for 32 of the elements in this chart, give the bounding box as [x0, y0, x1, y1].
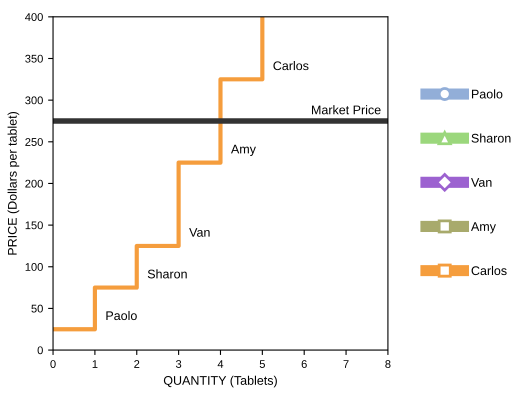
x-tick-label: 0: [50, 360, 56, 368]
y-axis-title: PRICE (Dollars per tablet): [8, 112, 20, 255]
x-tick-label: 6: [302, 360, 307, 368]
annotation: Van: [189, 228, 210, 237]
x-tick-label: 3: [176, 360, 182, 368]
y-tick-label: 150: [26, 221, 43, 230]
y-tick-label: 0: [38, 346, 43, 354]
legend-label: Paolo: [472, 89, 502, 99]
y-tick-label: 100: [26, 263, 43, 271]
annotation: Sharon: [148, 269, 187, 278]
y-tick-label: 400: [25, 13, 43, 21]
x-tick-label: 5: [260, 360, 265, 368]
legend-label: Van: [471, 178, 492, 187]
legend-label: Carlos: [472, 266, 507, 276]
annotation: Paolo: [106, 310, 137, 320]
y-tick-label: 250: [25, 138, 43, 146]
x-tick-label: 8: [385, 360, 391, 368]
legend-label: Sharon: [472, 133, 510, 143]
x-tick-label: 7: [344, 360, 349, 368]
legend-label: Amy: [470, 222, 496, 234]
line-series: [53, 16, 264, 332]
y-tick-label: 200: [25, 180, 43, 188]
y-tick-label: 300: [25, 96, 43, 104]
y-tick-label: 50: [31, 304, 43, 313]
x-tick-label: 2: [134, 360, 140, 368]
annotation: Carlos: [273, 61, 308, 70]
x-axis-title: QUANTITY (Tablets): [164, 376, 277, 388]
annotation: Amy: [230, 144, 256, 156]
ref-line-label: Market Price: [312, 105, 381, 114]
y-tick-label: 350: [25, 54, 43, 63]
x-tick-label: 4: [218, 360, 224, 368]
x-tick-label: 1: [92, 360, 98, 368]
